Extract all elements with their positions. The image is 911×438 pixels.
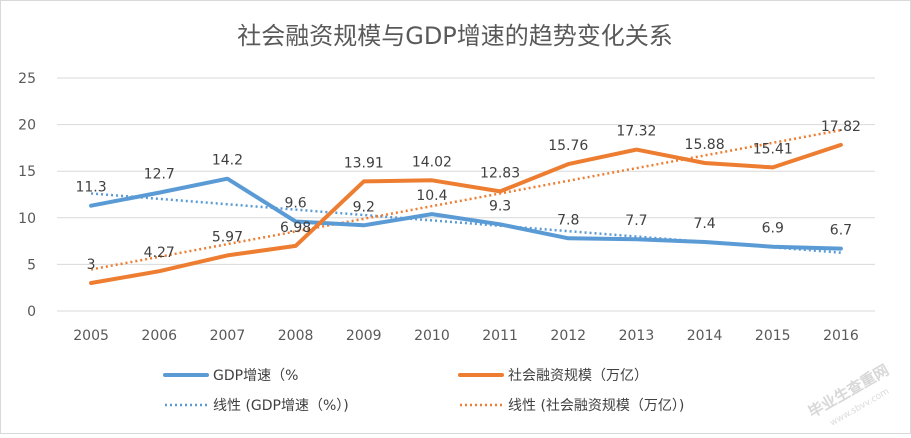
y-axis: 0 5 10 15 20 25	[18, 71, 36, 320]
x-tick-label: 2009	[346, 328, 382, 344]
legend-label: GDP增速（%	[213, 368, 298, 384]
data-label: 6.7	[830, 223, 852, 239]
x-tick-label: 2016	[823, 328, 859, 344]
data-label: 3	[87, 257, 96, 273]
x-tick-label: 2012	[550, 328, 586, 344]
x-tick-label: 2014	[687, 328, 723, 344]
y-tick-label: 25	[18, 71, 36, 87]
data-label: 14.02	[412, 154, 452, 170]
legend: GDP增速（% 社会融资规模（万亿） 线性 (GDP增速（%）) 线性 (社会融资规模…	[163, 368, 684, 414]
data-label: 10.4	[416, 188, 447, 204]
data-labels: 11.3 12.7 14.2 9.6 9.2 10.4 9.3 7.8 7.7 7.4 6.9 6.7…	[75, 119, 860, 273]
x-tick-label: 2008	[278, 328, 314, 344]
legend-label: 社会融资规模（万亿）	[508, 368, 648, 384]
trendline-1	[90, 128, 842, 271]
legend-label: 线性 (GDP增速（%）)	[213, 398, 349, 414]
data-label: 6.98	[280, 220, 311, 236]
y-tick-label: 0	[27, 304, 36, 320]
data-label: 17.82	[821, 119, 861, 135]
data-label: 15.41	[753, 141, 793, 157]
x-tick-label: 2005	[73, 328, 109, 344]
data-label: 17.32	[616, 124, 656, 140]
chart-title: 社会融资规模与GDP增速的趋势变化关系	[237, 22, 673, 50]
data-label: 11.3	[75, 180, 106, 196]
y-tick-label: 15	[18, 164, 36, 180]
x-tick-label: 2013	[619, 328, 655, 344]
data-label: 5.97	[212, 229, 243, 245]
data-label: 15.88	[685, 137, 725, 153]
data-label: 9.3	[489, 198, 511, 214]
series-line-0	[89, 176, 843, 251]
x-tick-label: 2006	[141, 328, 177, 344]
data-label: 15.76	[548, 138, 588, 154]
y-tick-label: 20	[18, 118, 36, 134]
data-label: 14.2	[212, 153, 243, 169]
x-axis: 2005 2006 2007 2008 2009 2010 2011 2012 2013 2014…	[73, 328, 859, 344]
y-tick-label: 5	[27, 257, 36, 273]
data-label: 12.83	[480, 165, 520, 181]
series-line-1	[89, 142, 843, 285]
data-label: 7.4	[693, 216, 715, 232]
data-label: 6.9	[762, 221, 784, 237]
x-tick-label: 2010	[414, 328, 450, 344]
data-label: 7.7	[625, 213, 647, 229]
x-tick-label: 2011	[482, 328, 518, 344]
data-label: 12.7	[144, 167, 175, 183]
x-tick-label: 2015	[755, 328, 791, 344]
data-label: 7.8	[557, 212, 579, 228]
legend-label: 线性 (社会融资规模（万亿）)	[508, 398, 684, 414]
data-label: 9.2	[353, 199, 375, 215]
data-label: 4.27	[144, 245, 175, 261]
data-label: 9.6	[284, 196, 306, 212]
series-lines	[89, 142, 843, 285]
y-tick-label: 10	[18, 211, 36, 227]
data-label: 13.91	[344, 155, 384, 171]
x-tick-label: 2007	[210, 328, 246, 344]
